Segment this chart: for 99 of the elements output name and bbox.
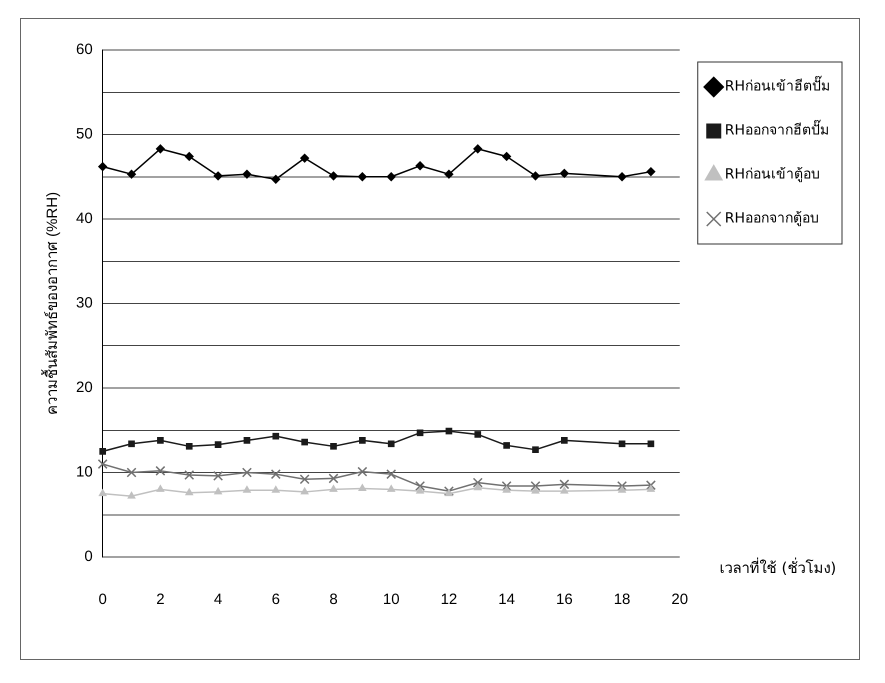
point bbox=[126, 468, 137, 478]
point bbox=[242, 170, 252, 179]
point bbox=[618, 486, 626, 493]
point bbox=[98, 459, 108, 470]
y-tick-label: 10 bbox=[76, 464, 93, 481]
point bbox=[646, 167, 656, 176]
point bbox=[300, 154, 310, 163]
point bbox=[155, 466, 166, 476]
point bbox=[560, 168, 569, 178]
point bbox=[618, 440, 626, 448]
point bbox=[444, 489, 453, 496]
x-tick-label: 8 bbox=[329, 591, 338, 608]
y-tick-label: 30 bbox=[76, 294, 93, 312]
point bbox=[328, 473, 338, 484]
point bbox=[530, 481, 540, 492]
point bbox=[272, 486, 280, 493]
point bbox=[213, 470, 224, 481]
point bbox=[214, 487, 222, 494]
point bbox=[386, 469, 396, 480]
point bbox=[617, 481, 628, 492]
x-tick-label: 2 bbox=[156, 591, 165, 608]
point bbox=[330, 442, 337, 450]
point bbox=[272, 432, 280, 440]
point bbox=[98, 162, 108, 172]
point bbox=[503, 442, 510, 449]
point bbox=[530, 171, 540, 180]
y-tick-label: 20 bbox=[76, 379, 93, 396]
point bbox=[99, 448, 106, 455]
point bbox=[560, 486, 568, 494]
x-tick-label: 4 bbox=[214, 591, 222, 608]
x-tick-label: 0 bbox=[98, 591, 107, 608]
point bbox=[301, 438, 308, 446]
x-tick-label: 14 bbox=[498, 591, 515, 608]
point bbox=[242, 486, 251, 493]
point bbox=[270, 469, 281, 480]
point bbox=[329, 171, 338, 180]
point bbox=[358, 172, 367, 182]
legend-label: RHออกจากฮีตปั๊ม bbox=[724, 120, 830, 139]
point bbox=[446, 428, 452, 434]
point bbox=[98, 489, 107, 496]
point bbox=[300, 487, 309, 494]
point bbox=[502, 481, 512, 492]
point bbox=[561, 437, 568, 444]
point bbox=[532, 486, 540, 494]
point bbox=[127, 170, 136, 179]
point bbox=[157, 437, 164, 444]
point bbox=[474, 431, 482, 438]
point bbox=[184, 470, 194, 480]
point bbox=[388, 440, 395, 448]
x-tick-label: 18 bbox=[614, 591, 630, 608]
point bbox=[474, 483, 482, 490]
x-tick-label: 16 bbox=[556, 591, 573, 608]
legend-label: RHออกจากตู้อบ bbox=[724, 210, 820, 227]
point bbox=[128, 492, 136, 499]
y-tick-label: 40 bbox=[76, 210, 93, 228]
x-tick-label: 20 bbox=[671, 591, 688, 608]
point bbox=[416, 429, 424, 436]
y-axis-title: ความชื้นสัมพัทธ์ของอากาศ (%RH) bbox=[41, 192, 62, 416]
point bbox=[184, 152, 194, 161]
y-tick-label: 60 bbox=[76, 41, 93, 58]
point bbox=[559, 479, 570, 490]
point bbox=[358, 484, 366, 492]
x-tick-label: 12 bbox=[440, 591, 458, 608]
point bbox=[300, 474, 310, 484]
point bbox=[244, 437, 250, 444]
x-tick-label: 10 bbox=[382, 591, 400, 608]
point bbox=[502, 486, 511, 493]
point bbox=[387, 484, 396, 492]
point bbox=[271, 174, 280, 184]
point bbox=[473, 144, 482, 154]
point bbox=[156, 144, 165, 154]
point bbox=[128, 440, 135, 448]
point bbox=[386, 172, 396, 182]
point bbox=[416, 161, 425, 170]
y-tick-label: 0 bbox=[84, 548, 93, 566]
point bbox=[502, 152, 512, 161]
point bbox=[242, 468, 252, 478]
legend-label: RHก่อนเข้าตู้อบ bbox=[724, 166, 820, 183]
point bbox=[214, 171, 223, 180]
point bbox=[185, 488, 194, 496]
x-axis-title: เวลาที่ใช้ (ชั่วโมง) bbox=[720, 556, 836, 577]
point bbox=[618, 172, 627, 182]
y-tick-label: 50 bbox=[76, 126, 93, 143]
point bbox=[472, 478, 483, 488]
legend-label: RHก่อนเข้าฮีตปั๊ม bbox=[724, 76, 830, 95]
point bbox=[186, 442, 193, 450]
point bbox=[357, 466, 368, 477]
point bbox=[646, 480, 656, 490]
point bbox=[214, 441, 222, 448]
point bbox=[444, 170, 454, 179]
point bbox=[532, 446, 539, 454]
point bbox=[156, 484, 164, 492]
point bbox=[416, 486, 424, 494]
point bbox=[330, 484, 338, 492]
point bbox=[646, 484, 655, 492]
point bbox=[648, 440, 654, 448]
point bbox=[415, 481, 426, 492]
x-tick-label: 6 bbox=[272, 591, 280, 608]
point bbox=[359, 437, 366, 444]
